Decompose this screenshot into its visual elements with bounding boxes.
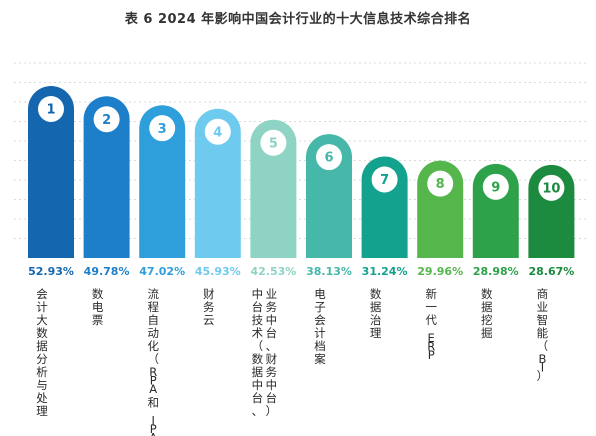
category-label: 数据挖掘 (481, 287, 493, 340)
value-label: 45.93% (195, 265, 241, 278)
value-label: 52.93% (28, 265, 74, 278)
bar (139, 105, 186, 258)
value-label: 42.53% (250, 265, 296, 278)
rank-badge (93, 106, 120, 133)
category-label: 财务云 (203, 287, 215, 327)
rank-badge (538, 174, 565, 201)
category-label: 会计大数据分析与处理 (36, 287, 48, 418)
rank-number: 4 (213, 125, 222, 140)
bar (194, 108, 241, 258)
category-label: 商业智能（ B I） (537, 287, 549, 383)
category-label: 新一代 E R P (425, 287, 437, 362)
rank-badge (316, 144, 342, 171)
bar (28, 85, 74, 259)
rank-number: 5 (269, 136, 278, 151)
rank-badge (371, 166, 398, 193)
rank-badge (260, 129, 287, 156)
rank-badge (38, 95, 64, 122)
rank-number: 7 (380, 173, 389, 188)
category-label: 业务中台、财务中台） (266, 287, 278, 418)
category-label: 流程自动化（RPA和IPA） (147, 287, 159, 436)
category-label: 数据治理 (370, 287, 382, 340)
category-label: 数电票 (92, 287, 104, 327)
rank-number: 9 (491, 180, 500, 195)
rank-number: 2 (102, 113, 111, 128)
category-label: 电子会计档案 (314, 287, 326, 366)
chart-title: 表 6 2024 年影响中国会计行业的十大信息技术综合排名 (124, 12, 472, 27)
bar (306, 134, 352, 258)
rank-number: 1 (46, 103, 55, 118)
rank-number: 3 (158, 122, 167, 137)
rank-badge (482, 173, 509, 200)
rank-badge (149, 115, 176, 142)
rank-badge (427, 170, 454, 197)
rank-number: 10 (542, 181, 560, 196)
bar (250, 119, 297, 259)
value-label: 28.98% (473, 265, 519, 278)
value-label: 47.02% (139, 265, 185, 278)
rank-number: 8 (436, 177, 445, 192)
value-label: 28.67% (528, 265, 574, 278)
rank-number: 6 (324, 151, 333, 166)
value-label: 38.13% (306, 265, 352, 278)
value-label: 31.24% (362, 265, 408, 278)
value-label: 49.78% (84, 265, 130, 278)
bar (83, 96, 130, 258)
value-label: 29.96% (417, 265, 463, 278)
category-label: 中台技术（数据中台、 (252, 287, 264, 418)
rank-badge (204, 118, 231, 145)
